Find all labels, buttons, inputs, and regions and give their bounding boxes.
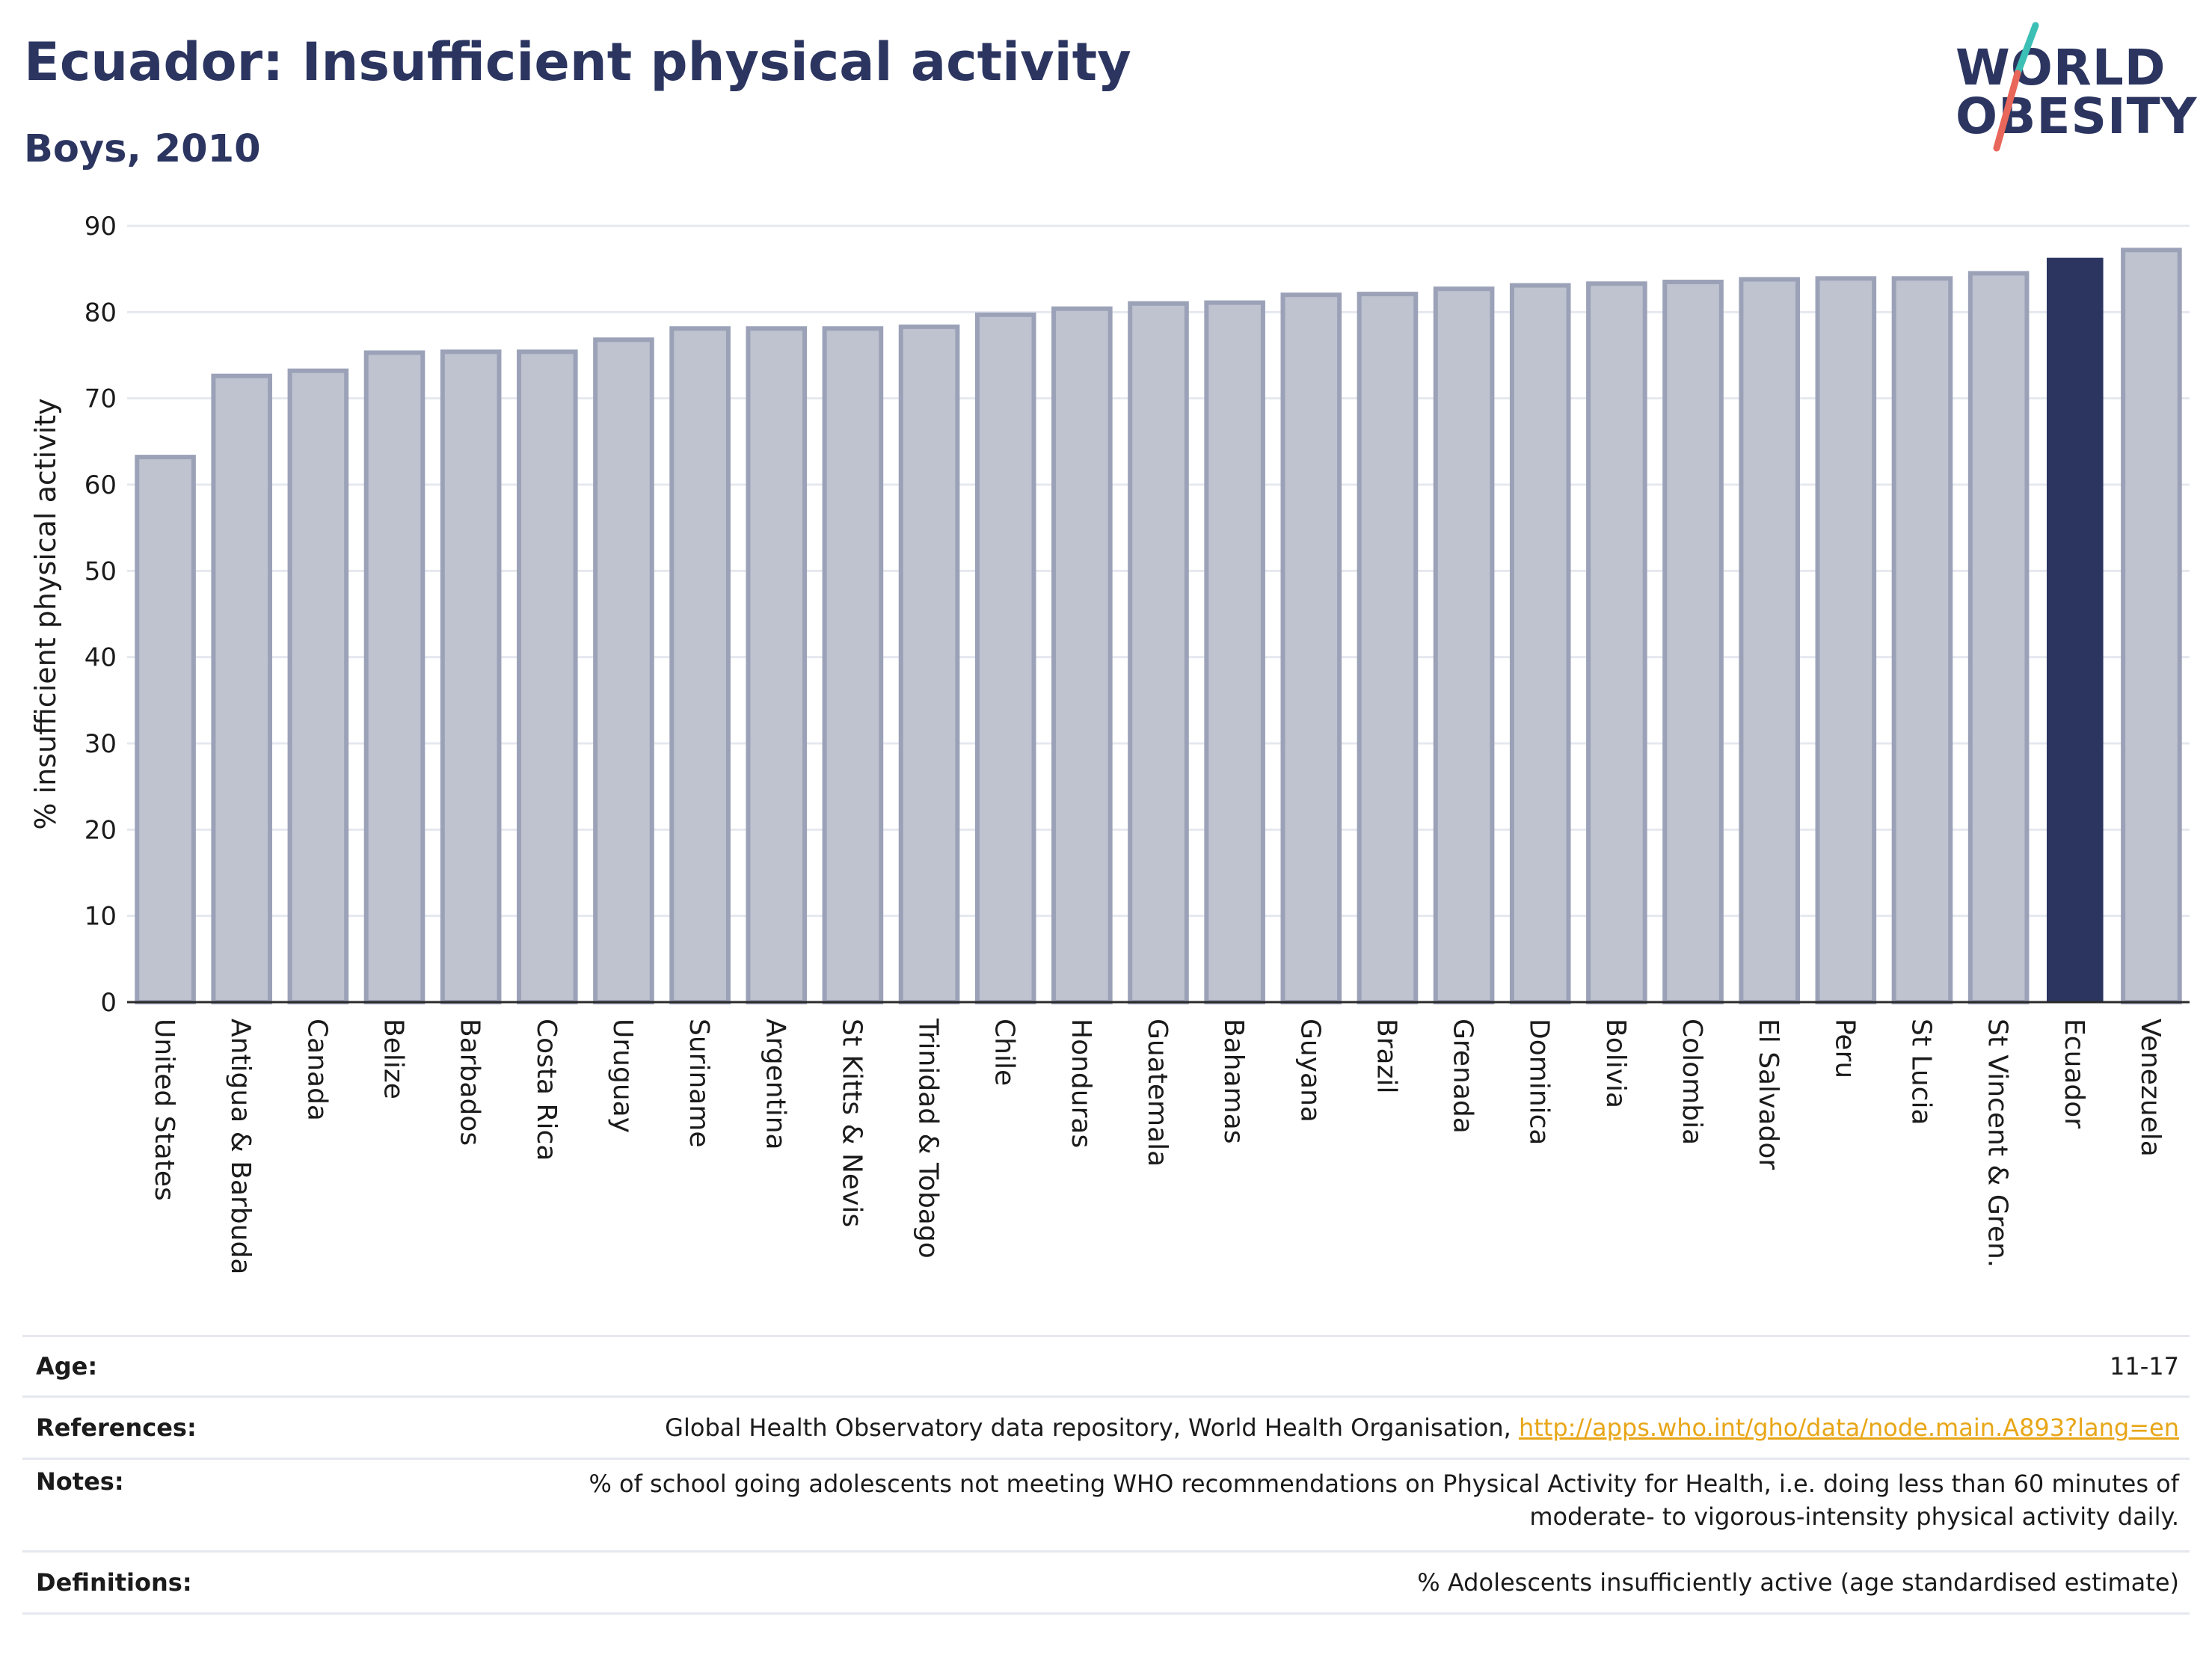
references-label: References: <box>36 1413 197 1442</box>
bar-st-lucia <box>1891 276 1953 1004</box>
bar-antigua-barbuda <box>211 373 273 1004</box>
logo-line-2: OBESITY <box>1956 87 2198 145</box>
world-obesity-logo: WORLD OBESITY <box>1944 21 2196 156</box>
bar-brazil <box>1357 292 1419 1004</box>
y-tick-label: 90 <box>85 212 117 242</box>
y-tick-label: 30 <box>85 729 117 759</box>
x-tick-label: Chile <box>989 1019 1020 1086</box>
bars <box>135 248 2182 1005</box>
x-tick-label: Argentina <box>760 1019 790 1150</box>
y-tick-label: 10 <box>85 902 117 932</box>
bar-colombia <box>1662 279 1724 1004</box>
logo-slash-icon <box>1993 22 2039 152</box>
chart-title: Ecuador: Insufficient physical activity <box>24 31 1131 93</box>
bar-el-salvador <box>1739 277 1800 1005</box>
bar-costa-rica <box>517 349 578 1005</box>
x-tick-label: El Salvador <box>1753 1019 1784 1170</box>
x-tick-label: Suriname <box>683 1019 714 1148</box>
bar-suriname <box>669 326 731 1005</box>
x-tick-label: St Vincent & Gren. <box>1982 1019 2013 1268</box>
bar-venezuela <box>2121 248 2182 1004</box>
references-value: Global Health Observatory data repositor… <box>665 1411 2190 1444</box>
y-tick-label: 50 <box>85 556 117 586</box>
notes-line-2: moderate- to vigorous-intensity physical… <box>1529 1502 2179 1531</box>
logo-line-1: WORLD <box>1956 39 2166 96</box>
bar-guyana <box>1280 292 1342 1004</box>
x-tick-label: St Kitts & Nevis <box>836 1019 867 1227</box>
bar-chile <box>974 312 1036 1004</box>
x-tick-label: St Lucia <box>1905 1019 1936 1126</box>
y-tick-label: 80 <box>85 298 117 328</box>
bar-ecuador <box>2046 257 2104 1002</box>
meta-row-definitions: Definitions: % Adolescents insufficientl… <box>22 1550 2190 1615</box>
x-tick-label: Brazil <box>1371 1019 1401 1093</box>
x-tick-label: Costa Rica <box>531 1019 562 1161</box>
y-tick-label: 70 <box>85 384 117 414</box>
bar-st-kitts-nevis <box>822 326 884 1005</box>
x-tick-label: Canada <box>301 1019 332 1121</box>
axes: 0 10 20 30 40 50 60 70 80 90 United States Antigua … <box>85 212 2190 1274</box>
y-tick-label: 20 <box>85 815 117 845</box>
meta-row-references: References: Global Health Observatory da… <box>22 1395 2190 1458</box>
y-axis-title: % insufficient physical activity <box>29 398 62 829</box>
y-tick-label: 40 <box>85 643 117 673</box>
meta-row-notes: Notes: % of school going adolescents not… <box>22 1458 2190 1550</box>
y-tick-label: 0 <box>100 988 117 1018</box>
x-tick-label: Bolivia <box>1600 1019 1631 1108</box>
x-tick-label: Guatemala <box>1142 1019 1173 1167</box>
chart-subtitle: Boys, 2010 <box>24 127 261 171</box>
notes-line-1: % of school going adolescents not meetin… <box>589 1470 2179 1498</box>
x-tick-label: Ecuador <box>2059 1019 2089 1129</box>
x-tick-label: Belize <box>378 1019 409 1099</box>
bar-grenada <box>1433 286 1495 1004</box>
x-tick-label: Grenada <box>1448 1019 1478 1134</box>
definitions-value: % Adolescents insufficiently active (age… <box>1417 1568 2179 1597</box>
bar-uruguay <box>593 337 654 1005</box>
x-tick-label: United States <box>149 1019 179 1201</box>
x-tick-label: Peru <box>1829 1019 1860 1078</box>
x-tick-label: Colombia <box>1677 1019 1707 1145</box>
x-tick-label: Trinidad & Tobago <box>913 1018 944 1259</box>
bar-canada <box>287 368 349 1004</box>
references-text: Global Health Observatory data repositor… <box>665 1413 1519 1442</box>
bar-bahamas <box>1204 300 1265 1004</box>
notes-label: Notes: <box>36 1467 124 1496</box>
bar-chart: 0 10 20 30 40 50 60 70 80 90 United States Antigua … <box>29 212 2190 1274</box>
x-tick-label: Honduras <box>1066 1019 1096 1148</box>
notes-value: % of school going adolescents not meetin… <box>589 1467 2190 1533</box>
x-tick-label: Bahamas <box>1218 1019 1249 1144</box>
age-label: Age: <box>36 1352 98 1381</box>
x-tick-label: Barbados <box>455 1019 485 1146</box>
x-tick-label: Antigua & Barbuda <box>225 1019 256 1274</box>
x-tick-label: Uruguay <box>607 1019 638 1133</box>
bar-belize <box>363 350 425 1005</box>
x-tick-label: Venezuela <box>2135 1019 2166 1157</box>
bar-argentina <box>746 326 808 1005</box>
bar-bolivia <box>1586 281 1647 1005</box>
bar-trinidad-tobago <box>898 324 960 1004</box>
bar-guatemala <box>1128 301 1189 1005</box>
references-link[interactable]: http://apps.who.int/gho/data/node.main.A… <box>1518 1413 2179 1442</box>
x-tick-label: Guyana <box>1294 1019 1325 1123</box>
y-tick-label: 60 <box>85 470 117 500</box>
age-value: 11-17 <box>2110 1352 2179 1381</box>
bar-dominica <box>1509 283 1571 1004</box>
meta-row-age: Age: 11-17 <box>22 1335 2190 1395</box>
bar-barbados <box>440 349 502 1005</box>
bar-united-states <box>135 455 196 1004</box>
x-tick-label: Dominica <box>1524 1019 1555 1146</box>
bar-st-vincent-gren- <box>1967 271 2030 1004</box>
metadata-table: Age: 11-17 References: Global Health Obs… <box>22 1335 2190 1615</box>
bar-honduras <box>1051 306 1113 1005</box>
definitions-label: Definitions: <box>36 1568 192 1597</box>
bar-peru <box>1815 276 1877 1004</box>
